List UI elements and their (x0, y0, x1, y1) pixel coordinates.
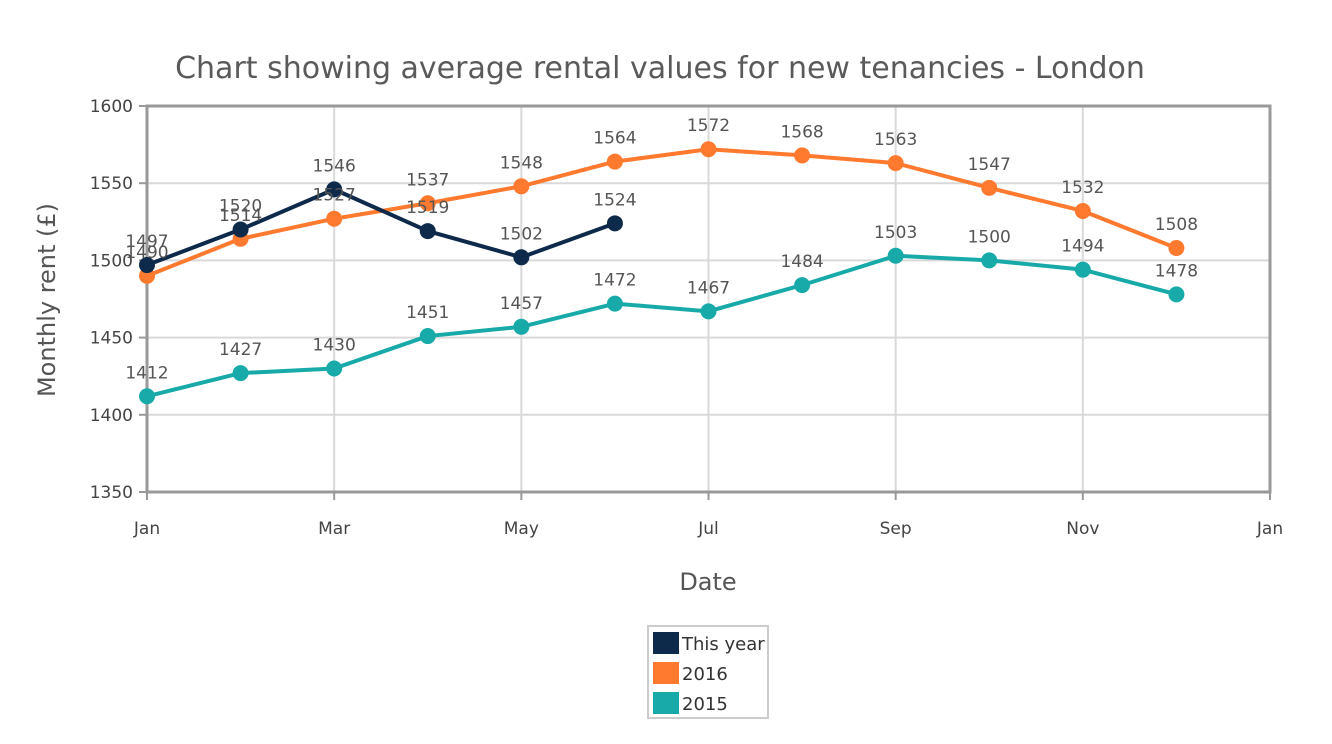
series-line (146, 253, 1177, 399)
data-label: 1430 (313, 335, 356, 355)
data-point (139, 257, 155, 274)
data-point (1168, 240, 1185, 257)
data-point (981, 252, 998, 269)
data-point (700, 303, 717, 320)
series-line (146, 147, 1178, 278)
data-point (419, 223, 436, 240)
data-label: 1500 (968, 227, 1011, 247)
data-point (700, 141, 717, 158)
x-tick-label: May (504, 519, 539, 539)
x-tick-label: Sep (880, 519, 912, 539)
data-labels: 1412 1427 1430 1451 1457 1472 1467 1484 1503 1500… (125, 116, 1198, 383)
data-label: 1532 (1061, 178, 1104, 198)
x-axis: Jan Mar May Jul Sep Nov Jan (133, 492, 1283, 539)
data-label: 1514 (219, 206, 262, 226)
data-label: 1490 (125, 243, 168, 263)
data-point (232, 221, 249, 238)
data-point (326, 360, 343, 377)
data-point (887, 155, 904, 172)
data-label: 1524 (593, 190, 636, 210)
data-point (513, 249, 530, 266)
data-label: 1427 (219, 340, 262, 360)
y-axis: 1350 1400 1450 1500 1550 1600 (90, 97, 147, 503)
y-tick-label: 1550 (90, 174, 133, 194)
data-label: 1564 (593, 129, 636, 149)
data-label: 1548 (500, 153, 543, 173)
x-tick-label: Nov (1066, 519, 1099, 539)
data-point (232, 365, 249, 382)
data-label: 1563 (874, 130, 917, 150)
data-label: 1502 (500, 224, 543, 244)
x-tick-label: Jan (1256, 519, 1283, 539)
y-tick-label: 1350 (90, 483, 133, 503)
legend-swatch (653, 632, 679, 654)
data-label: 1494 (1061, 237, 1104, 257)
data-label: 1546 (313, 156, 356, 176)
data-label: 1519 (406, 198, 449, 218)
x-tick-label: Jul (697, 519, 719, 539)
data-label: 1478 (1155, 261, 1198, 281)
data-label: 1503 (874, 223, 917, 243)
y-tick-label: 1450 (90, 329, 133, 349)
data-label: 1484 (780, 252, 823, 272)
x-axis-title: Date (679, 568, 736, 596)
data-label: 1457 (500, 294, 543, 314)
data-label: 1568 (780, 122, 823, 142)
data-point (513, 318, 530, 335)
data-point (513, 178, 530, 195)
data-point (1168, 286, 1185, 303)
data-point (981, 179, 998, 196)
data-label: 1497 (125, 232, 168, 252)
legend-swatch (653, 692, 679, 714)
legend-swatch (653, 662, 679, 684)
series-2015 (139, 247, 1185, 405)
legend-label: This year (681, 634, 765, 655)
data-point (606, 153, 623, 170)
legend: This year 2016 2015 (647, 625, 769, 719)
data-label: 1537 (406, 170, 449, 190)
data-point (139, 388, 155, 405)
data-label: 1520 (219, 197, 262, 217)
data-point (326, 181, 343, 198)
chart-title: Chart showing average rental values for … (175, 51, 1145, 86)
data-label: 1451 (406, 303, 449, 323)
data-point (419, 328, 436, 345)
data-label: 1472 (593, 271, 636, 291)
data-point (606, 295, 623, 312)
data-point (606, 215, 623, 232)
data-label: 1547 (968, 155, 1011, 175)
data-label: 1508 (1155, 215, 1198, 235)
data-point (326, 210, 343, 227)
y-tick-label: 1600 (90, 97, 133, 117)
series-this-year (139, 181, 623, 274)
data-point (1074, 202, 1091, 219)
data-point (794, 147, 811, 164)
x-tick-label: Mar (318, 519, 350, 539)
y-tick-label: 1500 (90, 251, 133, 271)
data-point (1074, 261, 1091, 278)
y-tick-label: 1400 (90, 406, 133, 426)
data-label: 1467 (687, 278, 730, 298)
legend-label: 2015 (682, 694, 728, 715)
data-point (419, 195, 436, 212)
data-point (794, 277, 811, 294)
series (139, 141, 1185, 405)
legend-label: 2016 (682, 664, 728, 685)
y-axis-title: Monthly rent (£) (33, 203, 61, 397)
x-tick-label: Jan (133, 519, 160, 539)
data-point (887, 247, 904, 264)
series-line (146, 187, 616, 267)
data-label: 1572 (687, 116, 730, 136)
data-label: 1527 (313, 186, 356, 206)
data-label: 1412 (125, 363, 168, 383)
